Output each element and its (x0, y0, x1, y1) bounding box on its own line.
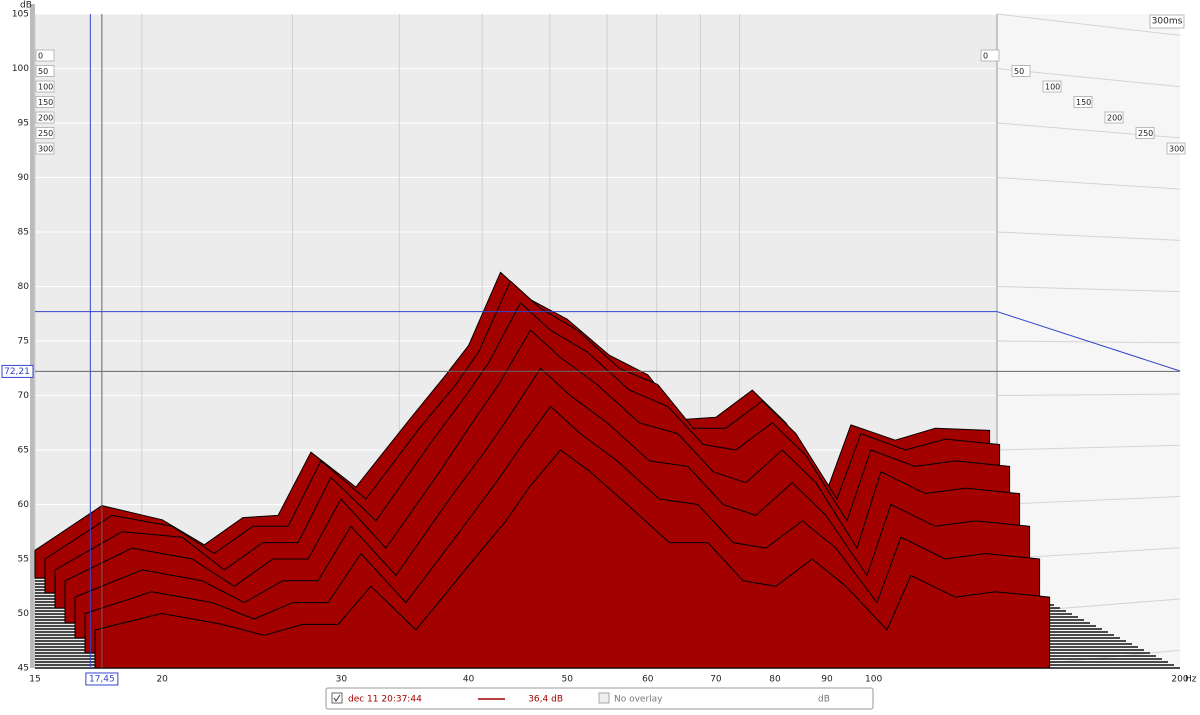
y-axis-label: dB (20, 1, 32, 11)
time-label: 50 (1014, 67, 1024, 76)
time-label-box (35, 80, 55, 93)
y-tick-label: 95 (18, 119, 29, 129)
time-label: 50 (38, 67, 48, 76)
y-tick-label: 75 (18, 337, 29, 347)
time-label: 200 (1107, 114, 1122, 123)
x-tick-label: 30 (336, 675, 348, 685)
x-tick-label: 40 (463, 675, 475, 685)
x-tick-label: 15 (29, 675, 40, 685)
y-tick-label: 105 (12, 10, 29, 20)
x-tick-label: 80 (769, 675, 781, 685)
y-tick-label: 65 (18, 446, 29, 456)
x-tick-label: 20 (156, 675, 168, 685)
grid-line (996, 495, 1181, 505)
cursor-y-label: 72,21 (4, 367, 30, 377)
cursor-label-box (85, 672, 119, 686)
legend-measurement[interactable]: dec 11 20:37:44 (348, 695, 422, 705)
y-tick-label: 100 (12, 64, 29, 74)
time-label: 100 (38, 83, 53, 92)
time-label: 250 (1138, 129, 1153, 138)
time-label-box (1104, 111, 1124, 124)
checkbox[interactable] (598, 692, 610, 704)
grid-line (996, 444, 1181, 451)
y-tick-label: 80 (18, 282, 30, 292)
x-tick-label: 70 (710, 675, 722, 685)
time-label-box (35, 65, 55, 77)
waterfall-slice (94, 449, 1051, 669)
time-label: 200 (38, 114, 53, 123)
time-label-box (35, 142, 55, 155)
time-label-box (980, 49, 1000, 62)
y-tick-label: 50 (18, 609, 30, 619)
y-tick-label: 55 (18, 555, 29, 565)
time-label-box (35, 49, 55, 62)
cursor-label-box (1, 364, 34, 378)
legend-unit: dB (818, 695, 830, 705)
y-tick-label: 60 (18, 500, 30, 510)
x-tick-label: 100 (865, 675, 882, 685)
time-label-box (1135, 127, 1155, 139)
grid-line (996, 231, 1181, 241)
time-label-box (1042, 80, 1062, 93)
grid-line (996, 13, 1181, 36)
checkbox[interactable] (331, 692, 343, 704)
time-label: 150 (38, 98, 53, 107)
y-tick-label: 70 (18, 391, 30, 401)
check-mark (333, 694, 341, 702)
time-label-box (1011, 65, 1031, 77)
time-label-box (35, 127, 55, 139)
legend: dec 11 20:37:44 36,4 dB No overlay dB (325, 687, 874, 710)
time-label: 250 (38, 129, 53, 138)
grid-line (996, 177, 1181, 190)
time-label-box (35, 111, 55, 124)
axis-bar (30, 4, 35, 668)
time-label: 300 (38, 145, 53, 154)
time-label-box (1073, 96, 1093, 108)
legend-overlay[interactable]: No overlay (614, 695, 663, 705)
time-unit-box (1149, 14, 1185, 29)
time-label-box (35, 96, 55, 108)
time-label: 0 (38, 52, 43, 61)
reference-cursor-y (996, 311, 1181, 372)
legend-level: 36,4 dB (528, 695, 563, 705)
time-label: 300 (1169, 145, 1184, 154)
x-tick-label: 50 (561, 675, 573, 685)
x-unit-label: Hz (1185, 675, 1197, 685)
x-tick-label: 90 (821, 675, 833, 685)
y-tick-label: 85 (18, 228, 29, 238)
time-unit-label: 300ms (1152, 17, 1183, 27)
grid-line (996, 340, 1181, 344)
time-label: 100 (1045, 83, 1060, 92)
x-tick-label: 200 (1171, 675, 1188, 685)
y-tick-label: 45 (18, 664, 29, 674)
grid-line (996, 393, 1181, 396)
time-label-box (1166, 142, 1186, 155)
grid-line (996, 286, 1181, 293)
y-tick-label: 90 (18, 173, 30, 183)
cursor-x-label: 17,45 (89, 675, 115, 685)
time-label: 150 (1076, 98, 1091, 107)
x-tick-label: 60 (642, 675, 654, 685)
time-label: 0 (983, 52, 988, 61)
